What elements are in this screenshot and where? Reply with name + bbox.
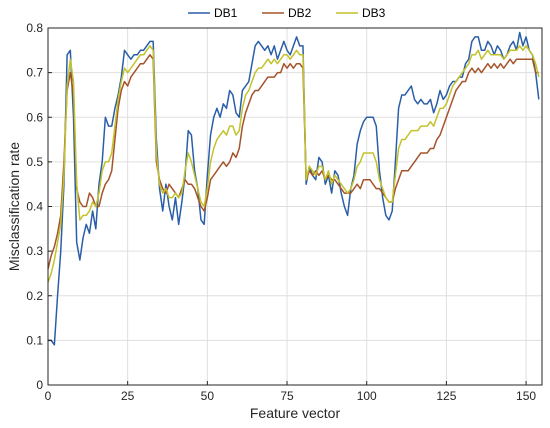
legend-label-db1: DB1 <box>214 6 238 20</box>
legend-label-db3: DB3 <box>362 6 386 20</box>
y-tick-label: 0.6 <box>26 110 43 124</box>
series-line-db3 <box>47 45 540 283</box>
x-axis-ticks: 0 25 50 75 100 125 150 <box>45 381 536 403</box>
grid <box>47 27 542 386</box>
y-tick-label: 0.3 <box>26 244 43 258</box>
x-tick-label: 100 <box>357 389 377 403</box>
y-tick-label: 0.8 <box>26 21 43 35</box>
x-tick-label: 125 <box>436 389 456 403</box>
x-tick-label: 0 <box>45 389 52 403</box>
legend: DB1 DB2 DB3 <box>188 6 386 20</box>
y-tick-label: 0.1 <box>26 333 43 347</box>
y-tick-label: 0.7 <box>26 66 43 80</box>
x-tick-label: 25 <box>121 389 135 403</box>
series-line-db2 <box>47 54 539 270</box>
x-tick-label: 75 <box>280 389 294 403</box>
x-tick-label: 50 <box>201 389 215 403</box>
y-axis-ticks: 0 0.1 0.2 0.3 0.4 0.5 0.6 0.7 0.8 <box>26 21 52 392</box>
x-axis-label: Feature vector <box>250 405 341 421</box>
y-tick-label: 0.2 <box>26 289 43 303</box>
legend-label-db2: DB2 <box>288 6 312 20</box>
y-tick-label: 0 <box>36 378 43 392</box>
x-tick-label: 150 <box>516 389 536 403</box>
y-tick-label: 0.5 <box>26 155 43 169</box>
series-lines <box>47 31 540 346</box>
y-axis-label: Misclassification rate <box>6 142 22 271</box>
y-tick-label: 0.4 <box>26 200 43 214</box>
